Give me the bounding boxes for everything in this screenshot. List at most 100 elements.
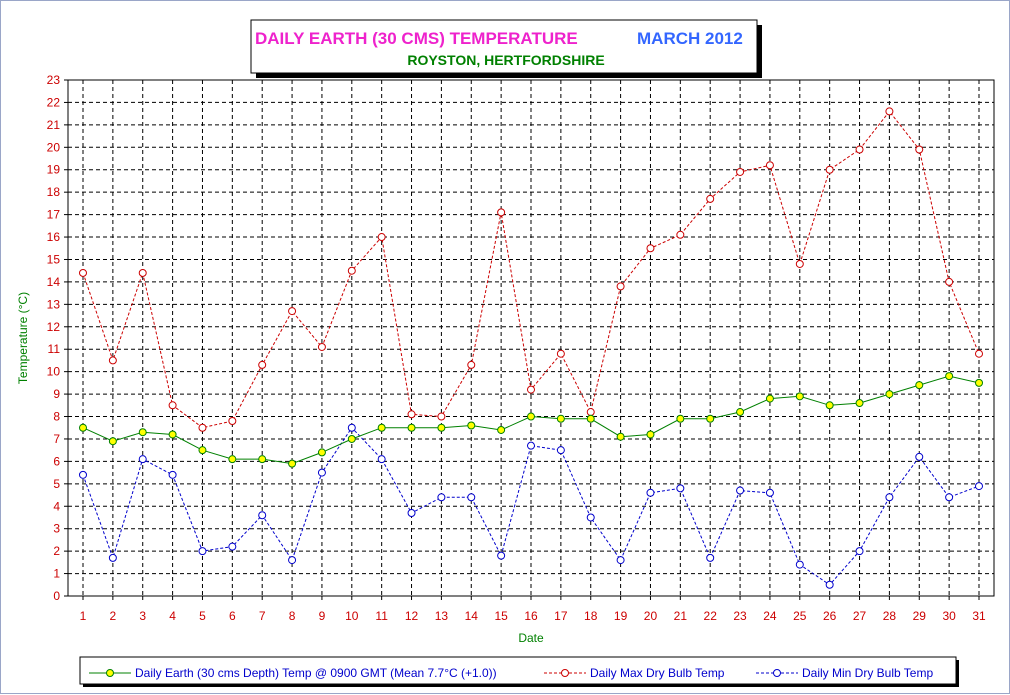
- data-point-s1: [467, 360, 476, 369]
- data-point-s2: [79, 470, 87, 479]
- x-tick-label: 21: [674, 609, 688, 623]
- x-tick-label: 20: [644, 609, 658, 623]
- legend-label-max: Daily Max Dry Bulb Temp: [590, 666, 725, 680]
- data-point-s1: [437, 412, 446, 421]
- x-tick-label: 24: [763, 609, 777, 623]
- x-tick-label: 29: [913, 609, 927, 623]
- data-point-s0: [676, 414, 685, 423]
- chart-title: DAILY EARTH (30 CMS) TEMPERATURE: [255, 29, 578, 48]
- data-point-s1: [616, 282, 625, 291]
- data-point-s1: [108, 356, 117, 365]
- y-tick-label: 5: [53, 477, 60, 491]
- data-point-s1: [825, 165, 834, 174]
- data-point-s0: [198, 446, 207, 455]
- y-axis-title: Temperature (°C): [16, 292, 30, 384]
- data-point-s0: [706, 414, 715, 423]
- x-tick-label: 23: [733, 609, 747, 623]
- x-tick-label: 19: [614, 609, 628, 623]
- data-point-s1: [556, 349, 565, 358]
- y-tick-label: 16: [47, 230, 61, 244]
- y-tick-label: 8: [53, 410, 60, 424]
- data-point-s0: [616, 432, 625, 441]
- data-point-s0: [497, 425, 506, 434]
- data-point-s1: [676, 230, 685, 239]
- data-point-s2: [825, 580, 834, 589]
- y-tick-label: 9: [53, 387, 60, 401]
- data-point-s1: [915, 145, 924, 154]
- x-tick-label: 9: [319, 609, 326, 623]
- x-tick-label: 14: [465, 609, 479, 623]
- y-tick-label: 22: [47, 95, 61, 109]
- data-point-s0: [437, 423, 446, 432]
- x-tick-label: 12: [405, 609, 419, 623]
- x-tick-label: 15: [494, 609, 508, 623]
- data-point-s2: [676, 484, 685, 493]
- chart-subtitle: ROYSTON, HERTFORDSHIRE: [407, 52, 604, 68]
- data-point-s2: [407, 508, 416, 517]
- series-markers: [79, 107, 983, 589]
- y-tick-label: 11: [48, 342, 61, 356]
- data-point-s0: [556, 414, 565, 423]
- data-point-s2: [855, 547, 864, 556]
- data-point-s0: [288, 459, 297, 468]
- data-point-s1: [347, 266, 356, 275]
- y-tick-label: 10: [47, 365, 61, 379]
- data-point-s0: [915, 381, 924, 390]
- y-tick-label: 14: [47, 275, 61, 289]
- data-point-s2: [795, 560, 804, 569]
- x-tick-label: 8: [289, 609, 296, 623]
- data-point-s0: [825, 401, 834, 410]
- data-point-s0: [258, 455, 267, 464]
- data-point-s2: [497, 551, 506, 560]
- y-tick-label: 19: [47, 163, 61, 177]
- data-point-s1: [975, 349, 983, 358]
- data-point-s2: [258, 511, 267, 520]
- data-point-s2: [616, 556, 625, 565]
- y-tick-label: 6: [53, 454, 60, 468]
- x-tick-label: 16: [524, 609, 538, 623]
- legend-label-min: Daily Min Dry Bulb Temp: [802, 666, 933, 680]
- data-point-s1: [138, 268, 147, 277]
- data-point-s1: [736, 167, 745, 176]
- y-tick-label: 4: [53, 499, 60, 513]
- data-point-s1: [945, 277, 954, 286]
- y-tick-label: 15: [47, 252, 61, 266]
- data-point-s2: [138, 455, 147, 464]
- data-point-s2: [586, 513, 595, 522]
- data-point-s2: [228, 542, 237, 551]
- data-point-s2: [556, 446, 565, 455]
- x-tick-label: 1: [80, 609, 87, 623]
- data-point-s1: [527, 385, 535, 394]
- y-tick-label: 18: [47, 185, 61, 199]
- data-point-s0: [885, 390, 894, 399]
- data-point-s1: [228, 417, 237, 426]
- data-point-s0: [168, 430, 177, 439]
- chart-title-period: MARCH 2012: [637, 29, 743, 48]
- y-tick-label: 21: [47, 118, 61, 132]
- data-point-s1: [795, 259, 804, 268]
- x-tick-label: 11: [375, 609, 388, 623]
- y-tick-label: 1: [53, 567, 60, 581]
- title-box: [250, 19, 758, 74]
- x-tick-label: 18: [584, 609, 598, 623]
- data-point-s2: [765, 488, 774, 497]
- x-tick-label: 6: [229, 609, 236, 623]
- data-point-s2: [527, 441, 535, 450]
- x-tick-label: 4: [169, 609, 176, 623]
- y-tick-label: 13: [47, 297, 61, 311]
- x-tick-label: 2: [110, 609, 117, 623]
- legend-label-earth: Daily Earth (30 cms Depth) Temp @ 0900 G…: [135, 666, 497, 680]
- x-tick-label: 28: [883, 609, 897, 623]
- legend: [79, 656, 957, 685]
- data-point-s1: [317, 342, 326, 351]
- x-tick-label: 17: [554, 609, 568, 623]
- data-point-s2: [168, 470, 177, 479]
- legend-marker-max: [561, 669, 569, 677]
- data-point-s0: [586, 414, 595, 423]
- y-tick-label: 12: [47, 320, 61, 334]
- data-point-s2: [646, 488, 655, 497]
- data-point-s1: [586, 408, 595, 417]
